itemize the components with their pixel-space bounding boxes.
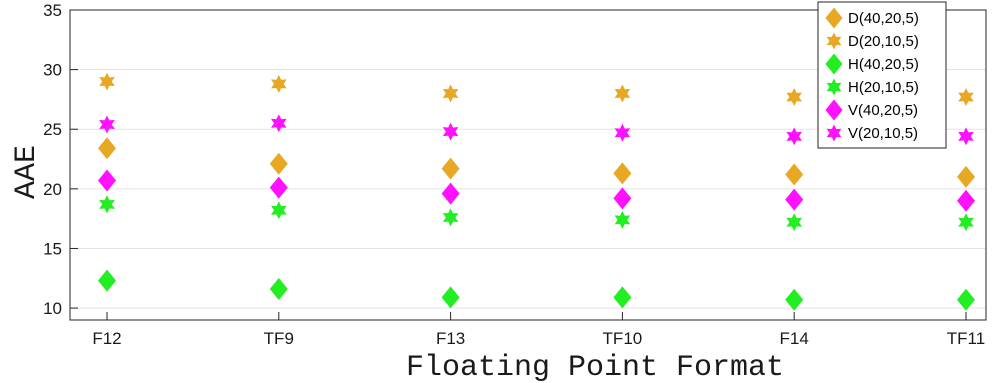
point-h-20-10-5-f14 [786,213,802,232]
legend-label-d-20-10-5: D(20,10,5) [848,33,919,50]
point-d-20-10-5-f14 [786,88,802,107]
point-h-40-20-5-f12 [98,269,116,292]
y-axis-ticks: 10 15 20 25 30 35 [43,1,78,318]
point-v-20-10-5-tf11 [958,127,974,146]
point-d-40-20-5-f14 [785,163,804,186]
point-h-20-10-5-f13 [442,208,459,227]
plot-area-frame [69,9,987,321]
y-tick-label: 20 [43,180,62,199]
legend-label-v-20-10-5: V(20,10,5) [848,125,918,142]
point-v-20-10-5-tf10 [614,123,631,142]
point-v-40-20-5-f14 [785,188,804,211]
point-h-40-20-5-f14 [785,288,804,311]
point-d-40-20-5-tf10 [613,162,632,185]
x-tick-label: F12 [92,329,121,348]
y-tick-label: 30 [43,61,62,80]
point-d-40-20-5-f12 [98,137,116,160]
legend-marker-d-40-20-5 [825,7,843,29]
x-axis-ticks: F12 TF9 F13 TF10 F14 TF11 [92,312,985,348]
x-axis-title: Floating Point Format [406,351,784,383]
point-h-40-20-5-tf11 [957,288,975,311]
legend-label-h-20-10-5: H(20,10,5) [848,79,919,96]
point-d-20-10-5-tf9 [271,74,287,93]
point-h-40-20-5-tf10 [613,286,632,309]
point-d-20-10-5-f12 [99,72,115,91]
x-tick-label: F14 [780,329,809,348]
x-tick-label: F13 [436,329,465,348]
point-v-40-20-5-tf11 [957,189,975,212]
point-d-20-10-5-tf11 [958,88,974,107]
x-tick-label: TF10 [603,329,643,348]
legend-marker-d-20-10-5 [826,32,842,50]
x-tick-label: TF11 [947,329,985,348]
legend-marker-v-40-20-5 [825,99,843,121]
legend-label-v-40-20-5: V(40,20,5) [848,102,918,119]
point-h-40-20-5-f13 [441,286,460,309]
point-v-20-10-5-f14 [786,127,802,146]
point-v-40-20-5-f12 [98,169,116,192]
y-axis-title: AAE [10,145,44,199]
point-v-40-20-5-f13 [441,182,460,205]
legend-marker-v-20-10-5 [826,124,842,142]
point-h-20-10-5-tf10 [614,210,631,229]
point-d-40-20-5-f13 [441,157,460,180]
point-v-40-20-5-tf10 [613,187,632,210]
point-h-20-10-5-tf11 [958,213,974,232]
point-d-40-20-5-tf11 [957,165,975,188]
point-d-40-20-5-tf9 [269,152,288,175]
legend-marker-h-40-20-5 [825,53,843,75]
point-h-20-10-5-f12 [99,195,115,214]
y-tick-label: 35 [43,1,62,20]
legend: D(40,20,5) D(20,10,5) H(40,20,5) H(20,10,5)… [817,1,947,149]
legend-label-h-40-20-5: H(40,20,5) [848,56,919,73]
y-tick-label: 10 [43,299,62,318]
point-v-20-10-5-tf9 [271,114,287,133]
point-h-40-20-5-tf9 [269,278,288,300]
point-d-20-10-5-tf10 [614,84,631,103]
x-tick-label: TF9 [264,329,294,348]
point-v-20-10-5-f12 [99,115,115,134]
legend-marker-h-20-10-5 [826,78,842,96]
y-tick-label: 25 [43,120,62,139]
legend-label-d-40-20-5: D(40,20,5) [848,10,919,27]
point-h-20-10-5-tf9 [271,201,287,220]
legend-box [817,1,947,149]
point-v-40-20-5-tf9 [269,176,288,199]
point-d-20-10-5-f13 [442,84,459,103]
data-markers [98,72,975,311]
y-tick-label: 15 [43,239,62,258]
point-v-20-10-5-f13 [442,122,459,141]
